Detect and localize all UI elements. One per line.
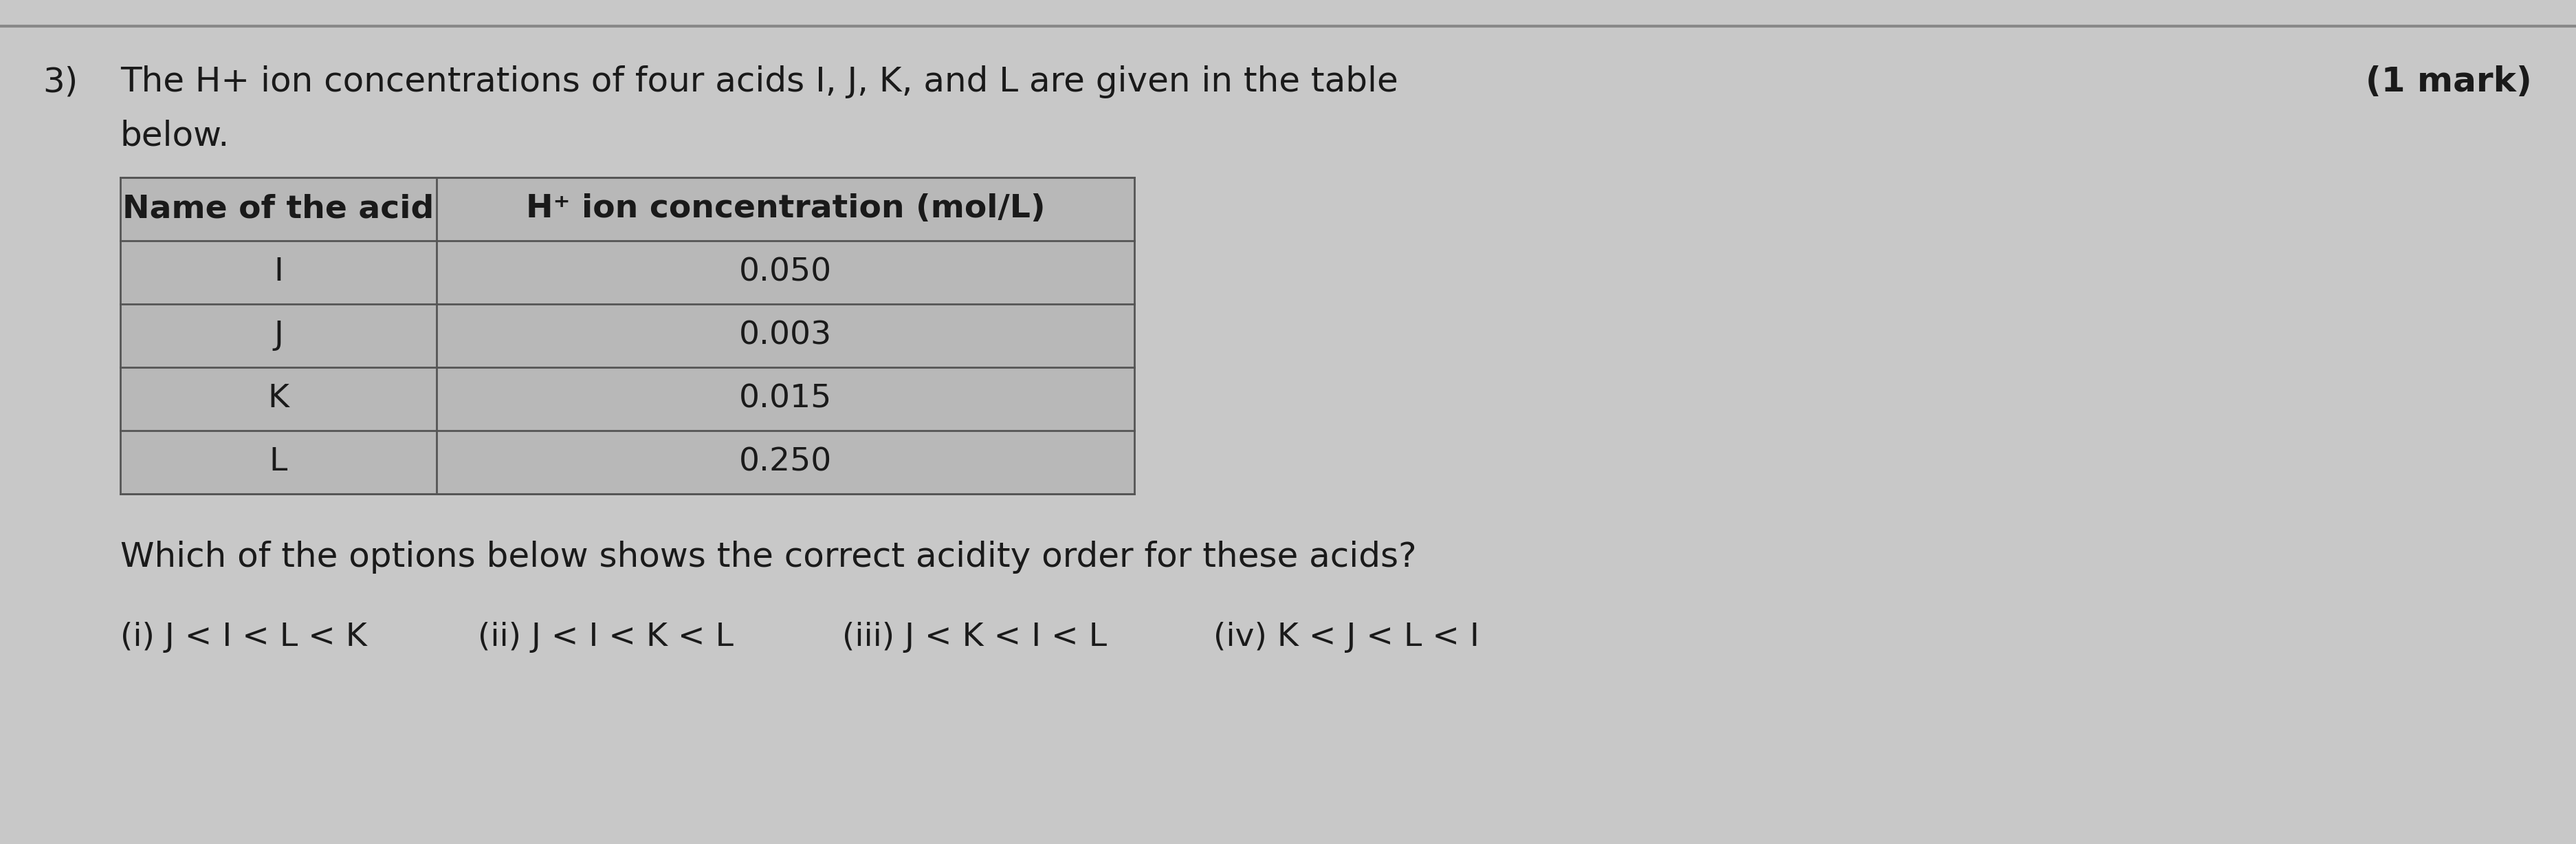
Text: (iv) K < J < L < I: (iv) K < J < L < I (1213, 622, 1479, 652)
Text: L: L (270, 446, 289, 478)
Text: The H+ ion concentrations of four acids I, J, K, and L are given in the table: The H+ ion concentrations of four acids … (121, 65, 1399, 99)
Text: below.: below. (121, 119, 229, 152)
Text: (ii) J < I < K < L: (ii) J < I < K < L (477, 622, 734, 652)
Text: J: J (273, 320, 283, 351)
Text: (iii) J < K < I < L: (iii) J < K < I < L (842, 622, 1108, 652)
Text: (i) J < I < L < K: (i) J < I < L < K (121, 622, 366, 652)
Text: 0.003: 0.003 (739, 320, 832, 351)
Text: 3): 3) (44, 65, 77, 99)
Text: K: K (268, 383, 289, 414)
Text: H⁺ ion concentration (mol/L): H⁺ ion concentration (mol/L) (526, 193, 1046, 225)
Text: 0.250: 0.250 (739, 446, 832, 478)
Text: I: I (273, 257, 283, 288)
Text: Name of the acid: Name of the acid (124, 193, 435, 225)
Text: 0.050: 0.050 (739, 257, 832, 288)
Text: (1 mark): (1 mark) (2365, 65, 2532, 99)
Text: Which of the options below shows the correct acidity order for these acids?: Which of the options below shows the cor… (121, 541, 1417, 574)
Text: 0.015: 0.015 (739, 383, 832, 414)
Bar (121, 177, 1133, 494)
